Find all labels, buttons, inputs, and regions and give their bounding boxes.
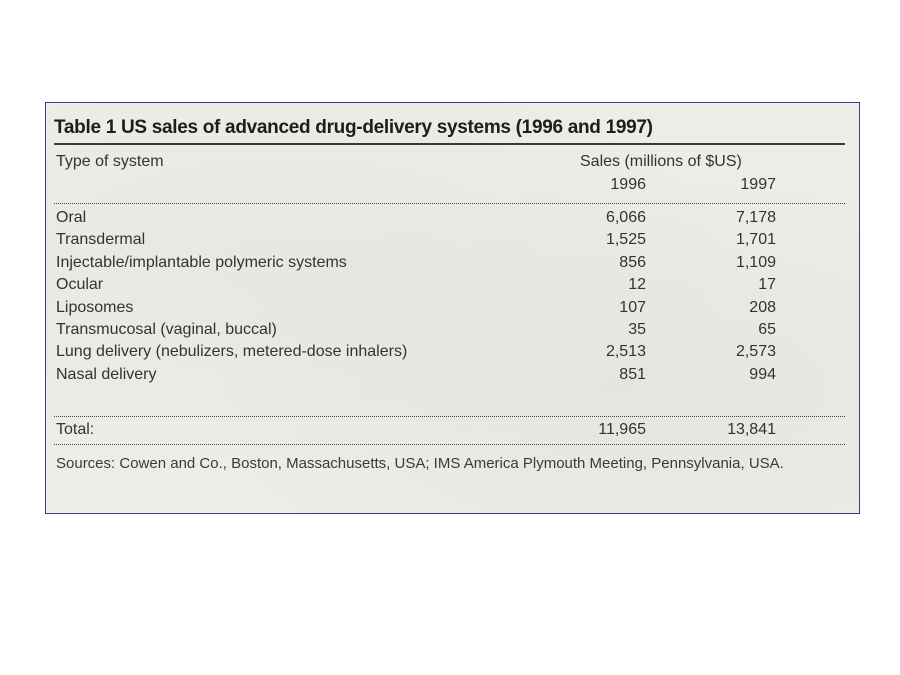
header-type: Type of system	[56, 153, 164, 170]
header-year-1996: 1996	[610, 176, 646, 193]
sources-note: Sources: Cowen and Co., Boston, Massachu…	[56, 455, 784, 472]
table-clipping: Table 1 US sales of advanced drug-delive…	[45, 102, 860, 514]
row-value-1997: 2,573	[735, 343, 776, 360]
row-value-1996: 1,525	[605, 231, 646, 248]
header-divider	[54, 203, 845, 204]
row-value-1996: 12	[628, 276, 646, 293]
total-label: Total:	[56, 421, 95, 438]
row-value-1996: 2,513	[605, 343, 646, 360]
total-1996: 11,965	[598, 421, 646, 438]
row-value-1997: 65	[758, 321, 776, 338]
row-label: Lung delivery (nebulizers, metered-dose …	[56, 343, 408, 360]
total-1997: 13,841	[727, 421, 776, 438]
title-rule	[54, 143, 845, 145]
row-value-1997: 17	[758, 276, 776, 293]
row-label: Injectable/implantable polymeric systems	[56, 254, 347, 271]
total-divider-bottom	[54, 444, 845, 445]
row-value-1997: 994	[749, 366, 776, 383]
header-sales: Sales (millions of $US)	[580, 153, 742, 170]
total-divider-top	[54, 416, 845, 417]
row-value-1996: 851	[619, 366, 646, 383]
row-label: Nasal delivery	[56, 366, 157, 383]
row-value-1997: 1,701	[735, 231, 776, 248]
row-label: Oral	[56, 209, 87, 226]
row-value-1997: 208	[749, 299, 776, 316]
row-value-1996: 107	[619, 299, 646, 316]
row-label: Ocular	[56, 276, 104, 293]
row-label: Transdermal	[56, 231, 146, 248]
row-label: Liposomes	[56, 299, 134, 316]
row-value-1997: 1,109	[735, 254, 776, 271]
header-year-1997: 1997	[740, 176, 776, 193]
row-label: Transmucosal (vaginal, buccal)	[56, 321, 277, 338]
table-title: Table 1 US sales of advanced drug-delive…	[54, 117, 653, 138]
row-value-1996: 856	[619, 254, 646, 271]
row-value-1996: 6,066	[605, 209, 646, 226]
row-value-1996: 35	[628, 321, 646, 338]
row-value-1997: 7,178	[735, 209, 776, 226]
